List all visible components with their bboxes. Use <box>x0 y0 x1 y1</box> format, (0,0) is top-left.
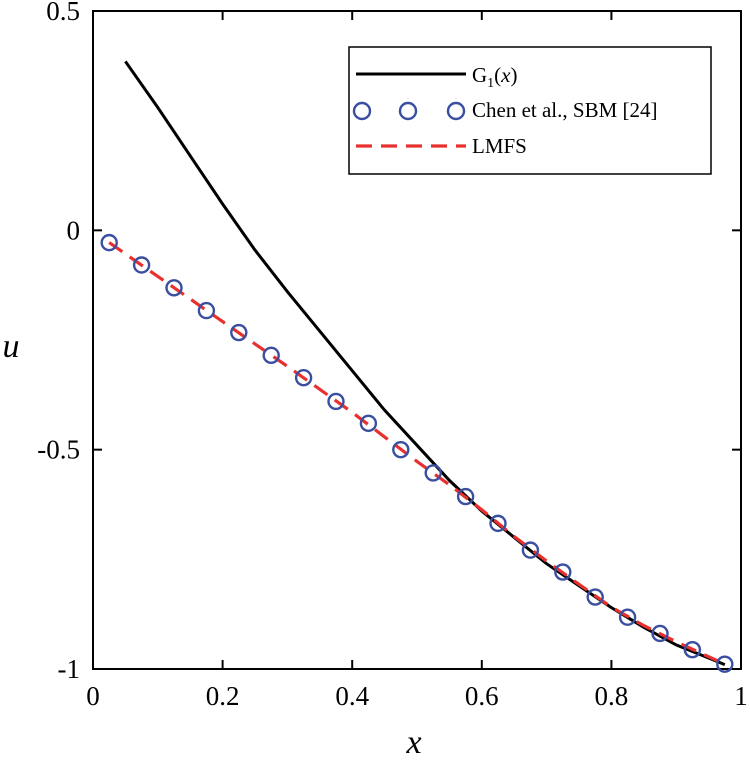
x-tick-label: 1 <box>734 681 748 711</box>
x-tick-label: 0.6 <box>465 681 499 711</box>
legend-box <box>348 46 712 175</box>
series-sbm-point <box>554 563 572 581</box>
x-tick-label: 0.2 <box>206 681 240 711</box>
series-sbm-point <box>489 514 507 533</box>
legend: G1(x) Chen et al., SBM [24] LMFS <box>348 46 712 175</box>
x-tick-label: 0 <box>86 681 100 711</box>
legend-label: Chen et al., SBM [24] <box>472 98 657 122</box>
series-sbm-point <box>197 301 216 320</box>
series-sbm-point <box>230 323 248 342</box>
series-sbm-point <box>651 624 669 643</box>
legend-swatch-sbm <box>352 101 372 121</box>
y-tick-label: 0.5 <box>46 0 80 26</box>
series-sbm-point <box>683 640 702 659</box>
series-sbm-point <box>456 487 475 506</box>
x-tick-label: 0.4 <box>335 681 369 711</box>
series-sbm-point <box>294 369 313 387</box>
x-axis-title: x <box>405 724 421 761</box>
series-sbm-point <box>262 346 280 365</box>
y-tick-label: -0.5 <box>37 435 80 465</box>
series-sbm-point <box>424 464 442 482</box>
series-sbm-point <box>132 256 151 274</box>
series-sbm-point <box>327 392 345 411</box>
series-sbm-point <box>392 440 410 459</box>
series-sbm-point <box>100 233 118 252</box>
legend-label: G1(x) <box>472 63 518 91</box>
x-tick-label: 0.8 <box>595 681 629 711</box>
y-axis-title: u <box>3 328 20 365</box>
series-sbm-point <box>359 414 378 433</box>
legend-swatch-sbm <box>398 101 418 121</box>
legend-swatch-sbm <box>446 101 466 121</box>
series-sbm-point <box>521 541 540 559</box>
series-lmfs-line <box>108 241 726 666</box>
plot-frame <box>92 10 742 670</box>
series-sbm-point <box>618 608 637 626</box>
series-sbm-point <box>586 588 604 606</box>
legend-label: LMFS <box>472 134 527 158</box>
series-sbm-point <box>716 655 734 673</box>
y-tick-label: -1 <box>58 654 81 684</box>
series-sbm-point <box>165 279 183 297</box>
y-tick-label: 0 <box>67 215 81 245</box>
